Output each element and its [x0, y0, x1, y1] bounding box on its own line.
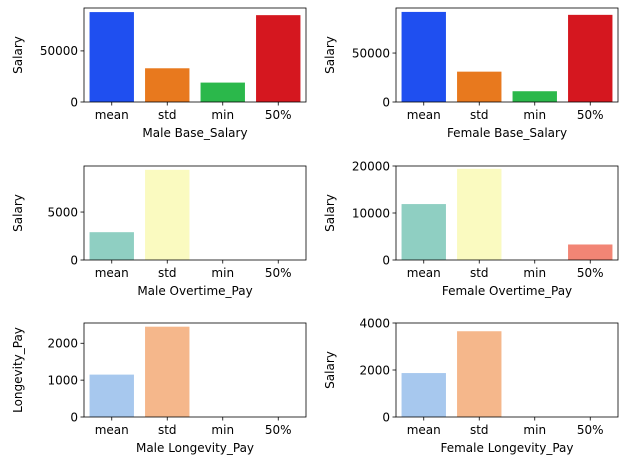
x-tick-label: std [158, 423, 177, 437]
x-tick-label: mean [407, 108, 441, 122]
y-tick-label: 10000 [352, 206, 390, 220]
axes-frame [83, 165, 307, 261]
y-tick-label: 2000 [359, 363, 390, 377]
bar-median [568, 14, 613, 103]
subplot-4: mean std min 50% 0 10000 20000 Female Overtime_… [323, 159, 619, 298]
y-axis-label: Salary [11, 36, 25, 74]
bar-std [145, 169, 190, 260]
x-tick-label: mean [95, 108, 129, 122]
y-tick-label: 50000 [352, 46, 390, 60]
x-tick-label: 50% [265, 266, 292, 280]
x-tick-label: min [211, 266, 234, 280]
y-axis-label: Longevity_Pay [11, 327, 25, 413]
x-tick-label: min [523, 423, 546, 437]
y-axis-label: Salary [11, 194, 25, 232]
y-tick-label: 0 [70, 410, 78, 424]
y-tick-label: 0 [70, 253, 78, 267]
x-axis-label: Female Overtime_Pay [442, 284, 572, 298]
bar-mean [401, 204, 446, 260]
x-tick-label: std [470, 266, 489, 280]
x-axis-label: Female Longevity_Pay [440, 441, 573, 455]
x-axis-label: Female Base_Salary [447, 126, 567, 140]
x-axis-label: Male Base_Salary [142, 126, 247, 140]
bar-std [145, 68, 190, 102]
bar-mean [89, 12, 134, 103]
axes-frame [83, 322, 307, 418]
x-tick-label: mean [407, 266, 441, 280]
y-tick-label: 0 [382, 253, 390, 267]
x-tick-label: mean [95, 266, 129, 280]
y-tick-label: 1000 [47, 373, 78, 387]
y-axis-label: Salary [323, 194, 337, 232]
x-tick-label: std [470, 108, 489, 122]
y-axis-label: Salary [323, 351, 337, 389]
bar-median [256, 15, 301, 102]
subplot-5: mean std min 50% 0 1000 2000 Male Longevity_Pay… [11, 322, 307, 455]
bar-mean [89, 374, 134, 417]
y-tick-label: 0 [382, 410, 390, 424]
bar-std [457, 168, 502, 260]
subplot-6: mean std min 50% 0 2000 4000 Female Longevity_P… [323, 316, 619, 455]
x-tick-label: mean [407, 423, 441, 437]
x-tick-label: 50% [577, 423, 604, 437]
axes-frame [395, 7, 619, 103]
y-tick-label: 2000 [47, 337, 78, 351]
y-tick-label: 4000 [359, 316, 390, 330]
x-tick-label: mean [95, 423, 129, 437]
x-tick-label: std [470, 423, 489, 437]
x-tick-label: min [211, 108, 234, 122]
x-axis-label: Male Longevity_Pay [136, 441, 254, 455]
x-tick-label: std [158, 108, 177, 122]
x-tick-label: 50% [265, 108, 292, 122]
bar-std [457, 331, 502, 417]
y-tick-label: 5000 [47, 205, 78, 219]
x-tick-label: 50% [265, 423, 292, 437]
x-tick-label: 50% [577, 108, 604, 122]
y-tick-label: 0 [70, 95, 78, 109]
x-tick-label: std [158, 266, 177, 280]
subplot-1: mean std min 50% 0 50000 Male Base_Salary Salar… [11, 7, 307, 140]
y-tick-label: 20000 [352, 159, 390, 173]
y-tick-label: 50000 [40, 44, 78, 58]
bar-std [145, 326, 190, 417]
y-axis-label: Salary [323, 36, 337, 74]
bar-median [568, 244, 613, 260]
x-tick-label: min [523, 266, 546, 280]
bar-min [200, 82, 245, 102]
x-tick-label: 50% [577, 266, 604, 280]
x-axis-label: Male Overtime_Pay [137, 284, 252, 298]
bar-min [512, 91, 557, 102]
bar-mean [401, 373, 446, 417]
bar-std [457, 71, 502, 102]
bar-mean [401, 11, 446, 103]
subplot-3: mean std min 50% 0 5000 Male Overtime_Pay Salar… [11, 165, 307, 298]
x-tick-label: min [523, 108, 546, 122]
x-tick-label: min [211, 423, 234, 437]
y-tick-label: 0 [382, 95, 390, 109]
subplot-2: mean std min 50% 0 50000 Female Base_Salary Sal… [323, 7, 619, 140]
axes-frame [83, 7, 307, 103]
bar-mean [89, 232, 134, 260]
